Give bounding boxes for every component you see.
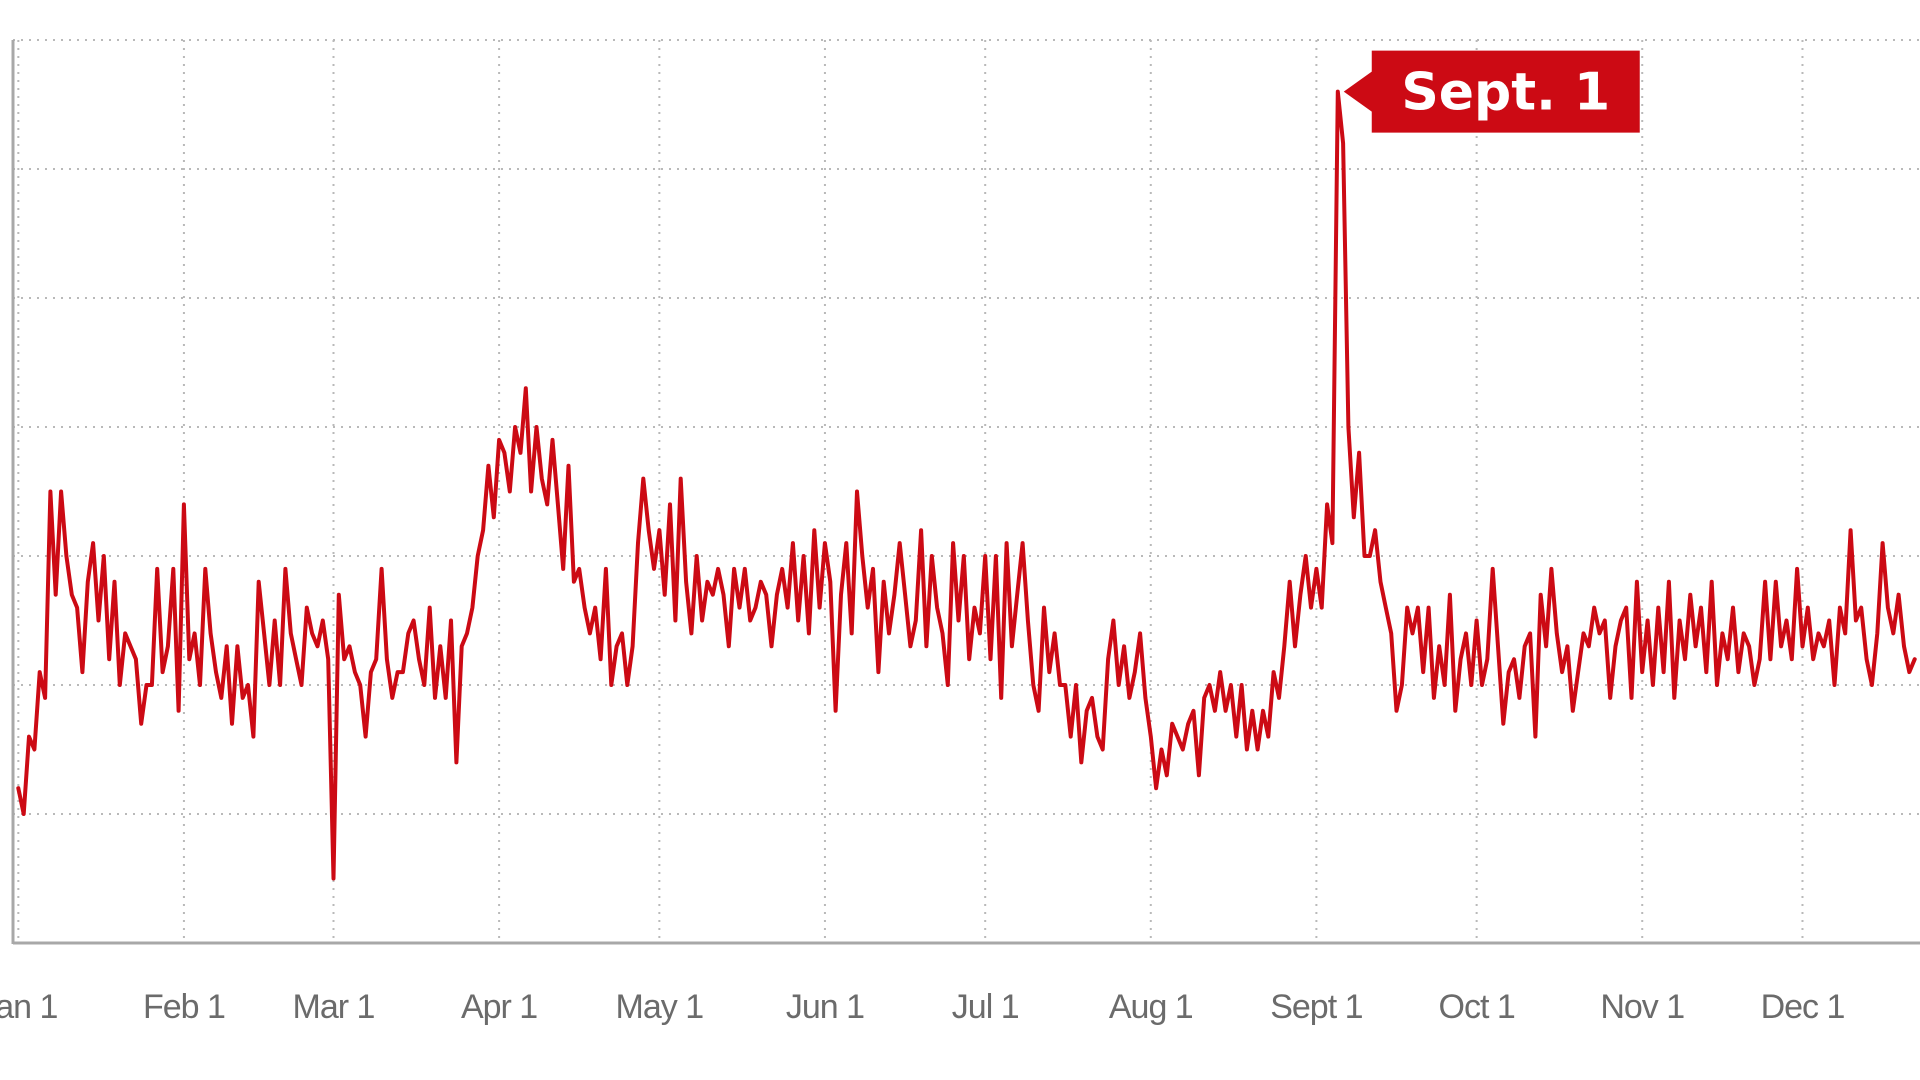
x-tick-label: Aug 1 [1109, 988, 1193, 1026]
x-tick-label: Nov 1 [1600, 988, 1684, 1026]
x-tick-label: Oct 1 [1439, 988, 1515, 1026]
x-tick-label: Sept 1 [1270, 988, 1362, 1026]
gridlines [13, 39, 1920, 943]
x-tick-label: Apr 1 [461, 988, 537, 1026]
x-tick-label: May 1 [616, 988, 704, 1026]
x-tick-label: Mar 1 [293, 988, 375, 1026]
series-layer [16, 89, 1917, 881]
callout-flag [1343, 50, 1640, 133]
x-tick-label: Dec 1 [1761, 988, 1845, 1026]
axes [11, 40, 1920, 945]
callout-label: Sept. 1 [1401, 63, 1610, 123]
x-tick-label: Jun 1 [786, 988, 864, 1026]
x-tick-label: Jan 1 [0, 988, 58, 1026]
series-line [16, 89, 1917, 881]
x-axis-ticks: Jan 1 Feb 1 Mar 1 Apr 1 May 1 Jun 1 Jul 1 Aug 1… [0, 988, 1845, 1026]
sept-1-annotation: Sept. 1 [1343, 50, 1640, 133]
x-tick-label: Feb 1 [143, 988, 225, 1026]
x-tick-label: Jul 1 [952, 988, 1019, 1026]
